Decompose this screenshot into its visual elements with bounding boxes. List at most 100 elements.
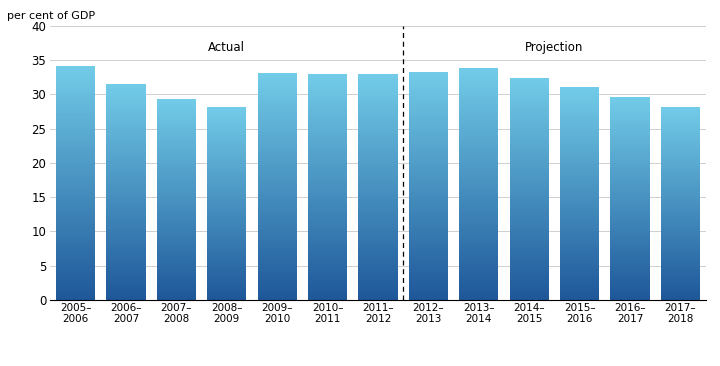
Bar xyxy=(107,178,145,179)
Bar xyxy=(409,132,448,133)
Bar xyxy=(459,210,498,211)
Bar xyxy=(409,135,448,137)
Bar xyxy=(107,298,145,299)
Bar xyxy=(107,175,145,176)
Bar xyxy=(510,279,549,280)
Bar xyxy=(258,175,297,176)
Bar xyxy=(409,165,448,167)
Bar xyxy=(560,219,599,220)
Bar xyxy=(459,209,498,210)
Bar xyxy=(510,112,549,113)
Bar xyxy=(611,97,649,98)
Bar xyxy=(611,143,649,144)
Bar xyxy=(560,229,599,230)
Bar xyxy=(207,251,246,252)
Bar xyxy=(459,238,498,239)
Bar xyxy=(560,283,599,284)
Bar xyxy=(157,145,196,146)
Bar xyxy=(459,110,498,111)
Bar xyxy=(409,175,448,176)
Bar xyxy=(207,254,246,255)
Bar xyxy=(611,100,649,101)
Bar xyxy=(459,223,498,224)
Bar xyxy=(661,194,700,195)
Bar xyxy=(459,228,498,229)
Bar xyxy=(661,171,700,172)
Bar xyxy=(308,80,347,81)
Bar xyxy=(459,162,498,163)
Bar xyxy=(459,171,498,172)
Bar xyxy=(459,86,498,87)
Bar xyxy=(207,201,246,202)
Bar xyxy=(56,199,95,201)
Bar xyxy=(107,186,145,187)
Bar xyxy=(611,162,649,163)
Bar xyxy=(157,107,196,108)
Bar xyxy=(157,154,196,155)
Bar xyxy=(409,294,448,296)
Bar xyxy=(359,221,397,222)
Bar xyxy=(56,148,95,149)
Bar xyxy=(510,159,549,160)
Bar xyxy=(459,293,498,294)
Bar xyxy=(359,76,397,78)
Bar xyxy=(560,292,599,293)
Bar xyxy=(611,156,649,157)
Bar xyxy=(258,274,297,275)
Bar xyxy=(107,154,145,155)
Bar xyxy=(207,139,246,141)
Bar xyxy=(207,272,246,273)
Bar xyxy=(409,185,448,186)
Bar xyxy=(308,134,347,135)
Bar xyxy=(611,250,649,251)
Bar xyxy=(308,167,347,168)
Bar xyxy=(107,262,145,264)
Bar xyxy=(510,283,549,284)
Bar xyxy=(107,272,145,273)
Bar xyxy=(157,251,196,252)
Bar xyxy=(611,193,649,194)
Bar xyxy=(611,103,649,104)
Bar xyxy=(459,156,498,157)
Bar xyxy=(359,216,397,217)
Bar xyxy=(258,75,297,76)
Bar xyxy=(409,281,448,282)
Bar xyxy=(308,255,347,256)
Bar xyxy=(611,281,649,282)
Bar xyxy=(207,134,246,135)
Bar xyxy=(308,225,347,227)
Bar xyxy=(560,254,599,255)
Bar xyxy=(409,212,448,213)
Bar xyxy=(107,138,145,139)
Bar xyxy=(560,224,599,225)
Bar xyxy=(157,228,196,229)
Bar xyxy=(56,132,95,133)
Bar xyxy=(308,114,347,115)
Bar xyxy=(459,85,498,86)
Bar xyxy=(560,143,599,144)
Bar xyxy=(459,109,498,110)
Bar xyxy=(661,112,700,113)
Bar xyxy=(459,95,498,96)
Bar xyxy=(157,239,196,240)
Bar xyxy=(56,121,95,122)
Bar xyxy=(308,262,347,263)
Bar xyxy=(409,204,448,205)
Bar xyxy=(359,121,397,122)
Bar xyxy=(207,294,246,295)
Bar xyxy=(308,284,347,285)
Bar xyxy=(560,177,599,178)
Bar xyxy=(56,231,95,232)
Bar xyxy=(409,160,448,161)
Bar xyxy=(661,214,700,215)
Bar xyxy=(611,183,649,184)
Bar xyxy=(157,247,196,248)
Bar xyxy=(258,97,297,98)
Bar xyxy=(661,259,700,261)
Bar xyxy=(157,190,196,191)
Bar xyxy=(560,158,599,160)
Bar xyxy=(359,265,397,266)
Bar xyxy=(258,236,297,238)
Bar xyxy=(308,170,347,171)
Bar xyxy=(308,257,347,258)
